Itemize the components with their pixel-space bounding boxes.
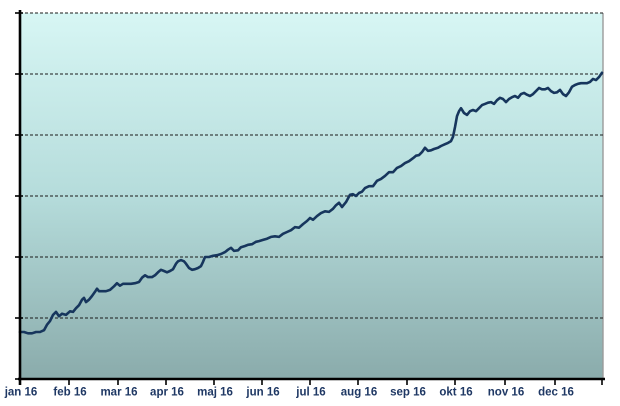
data-line-series (18, 71, 604, 335)
x-axis-labels-layer: jan 16 feb 16 mar 16 apr 16 maj 16 jun 16 jul … (4, 387, 574, 399)
axes-layer (15, 10, 605, 385)
x-tick-label: maj 16 (197, 387, 233, 399)
x-tick-label: sep 16 (390, 387, 426, 399)
gridlines-layer (20, 12, 603, 319)
x-tick-label: jan 16 (4, 387, 38, 399)
x-tick-label: mar 16 (100, 387, 137, 399)
x-tick-label: apr 16 (150, 387, 184, 399)
series-layer (18, 71, 604, 335)
x-tick-label: feb 16 (53, 387, 86, 399)
x-tick-label: jun 16 (245, 387, 279, 399)
x-tick-label: jul 16 (295, 387, 325, 399)
x-tick-label: dec 16 (538, 387, 574, 399)
x-tick-label: nov 16 (488, 387, 524, 399)
x-tick-label: aug 16 (341, 387, 377, 399)
x-tick-label: okt 16 (439, 387, 472, 399)
